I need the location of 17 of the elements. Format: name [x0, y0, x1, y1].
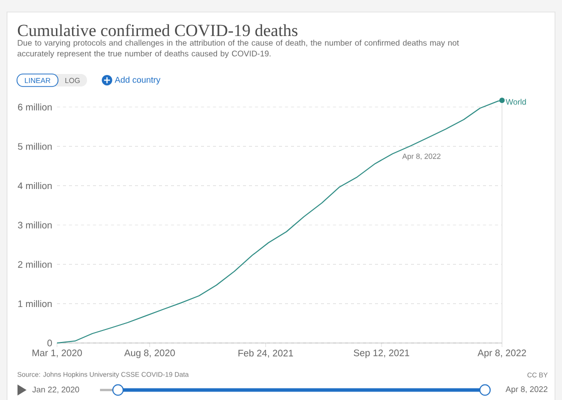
x-tick-label: Mar 1, 2020 [32, 350, 82, 358]
text: Add country [114, 76, 160, 84]
x-tick-label: Apr 8, 2022 [478, 350, 526, 358]
y-tick-label: 2 million [18, 260, 52, 268]
x-tick-label: Feb 24, 2021 [238, 350, 294, 358]
x-tick-label: Sep 12, 2021 [354, 350, 410, 358]
chart-subtitle: Due to varying protocols and challenges in the attribution of the cause of death, the number of confirmed deaths may not accurately represent the true number of deaths caused by COVID-19. [18, 40, 459, 58]
text: Apr 8, 2022 [506, 386, 548, 394]
y-tick-label: 0 [47, 340, 52, 346]
y-tick-label: 6 million [18, 104, 52, 110]
y-tick-label: 5 million [18, 142, 52, 150]
y-tick-label: 3 million [18, 222, 52, 228]
y-tick-label: 4 million [18, 182, 52, 190]
text: Jan 22, 2020 [32, 386, 80, 394]
x-tick-label: Aug 8, 2020 [124, 350, 175, 358]
chart-title: Cumulative confirmed COVID-19 deaths [18, 24, 298, 36]
y-tick-label: 1 million [18, 300, 52, 308]
